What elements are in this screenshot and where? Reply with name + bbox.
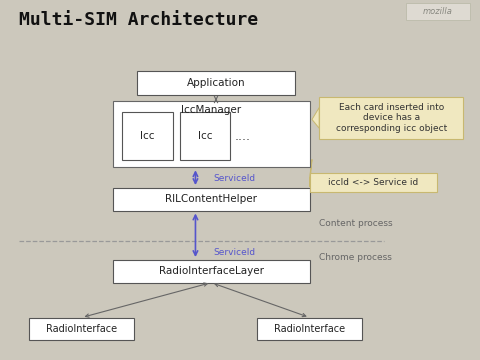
- Text: Icc: Icc: [198, 131, 213, 141]
- Text: RadioInterface: RadioInterface: [274, 324, 345, 334]
- Text: ....: ....: [234, 130, 251, 143]
- Text: mozilla: mozilla: [423, 7, 453, 15]
- FancyBboxPatch shape: [29, 318, 134, 340]
- Text: Application: Application: [187, 78, 245, 88]
- FancyBboxPatch shape: [113, 188, 310, 211]
- FancyBboxPatch shape: [406, 3, 470, 20]
- Text: RILContentHelper: RILContentHelper: [165, 194, 257, 204]
- Polygon shape: [310, 159, 312, 187]
- FancyBboxPatch shape: [113, 101, 310, 167]
- FancyBboxPatch shape: [310, 173, 437, 192]
- FancyBboxPatch shape: [122, 112, 173, 160]
- FancyBboxPatch shape: [180, 112, 230, 160]
- Text: IccManager: IccManager: [181, 105, 241, 116]
- Text: Content process: Content process: [319, 219, 393, 228]
- Text: ServiceId: ServiceId: [214, 174, 256, 183]
- Polygon shape: [312, 108, 319, 128]
- FancyBboxPatch shape: [113, 260, 310, 283]
- Text: Multi-SIM Architecture: Multi-SIM Architecture: [19, 11, 258, 29]
- Text: RadioInterface: RadioInterface: [46, 324, 117, 334]
- Text: Icc: Icc: [140, 131, 155, 141]
- FancyBboxPatch shape: [319, 97, 463, 139]
- Text: ServiceId: ServiceId: [214, 248, 256, 257]
- Text: iccId <-> Service id: iccId <-> Service id: [328, 177, 419, 186]
- FancyBboxPatch shape: [257, 318, 362, 340]
- Text: Each card inserted into
device has a
corresponding icc object: Each card inserted into device has a cor…: [336, 103, 447, 133]
- FancyBboxPatch shape: [137, 71, 295, 95]
- Text: Chrome process: Chrome process: [319, 253, 392, 262]
- Text: RadioInterfaceLayer: RadioInterfaceLayer: [159, 266, 264, 276]
